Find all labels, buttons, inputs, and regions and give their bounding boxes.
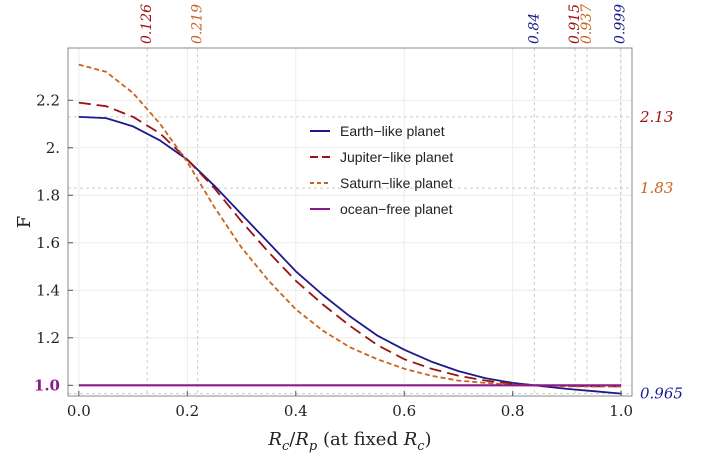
plot-frame (67, 47, 633, 397)
x-tick-label: 1.0 (609, 402, 633, 420)
y-axis-title: F (14, 216, 35, 229)
grid (68, 48, 632, 396)
right-marker-labels: 2.13 1.83 0.965 (639, 108, 683, 403)
top-marker-label: 0.126 (139, 4, 155, 44)
legend-label: Jupiter−like planet (340, 149, 453, 165)
y-tick-label: 1.6 (36, 234, 60, 252)
x-tick-label: 0.2 (175, 402, 199, 420)
right-marker-label: 0.965 (640, 385, 683, 403)
x-tick-label: 0.4 (284, 402, 308, 420)
top-marker-label: 0.219 (190, 4, 206, 44)
x-axis-title: Rc/Rp (at fixed Rc) (267, 429, 431, 454)
y-tick-label: 1.0 (34, 376, 60, 394)
top-marker-label: 0.84 (526, 13, 542, 44)
legend-label: Earth−like planet (340, 123, 445, 139)
right-marker-label: 2.13 (639, 108, 673, 126)
right-marker-label: 1.83 (640, 179, 673, 197)
axis-ticks: 0.0 0.2 0.4 0.6 0.8 1.0 1.0 1.2 1.4 1.6 1.8 2. 2.2 (34, 91, 633, 420)
x-tick-label: 0.6 (392, 402, 416, 420)
y-tick-label: 1.8 (36, 186, 60, 204)
top-marker-label: 0.999 (613, 4, 629, 44)
marker-lines (68, 48, 632, 396)
x-tick-label: 0.0 (67, 402, 91, 420)
y-tick-label: 2.2 (36, 91, 60, 109)
legend-label: Saturn−like planet (340, 175, 453, 191)
series-lines (78, 63, 622, 395)
x-tick-label: 0.8 (501, 402, 525, 420)
y-tick-label: 2. (46, 139, 60, 157)
y-tick-label: 1.4 (36, 281, 60, 299)
legend: Earth−like planet Jupiter−like planet Satu… (310, 123, 453, 217)
y-tick-label: 1.2 (36, 329, 60, 347)
top-marker-label: 0.937 (579, 4, 595, 44)
legend-label: ocean−free planet (340, 201, 453, 217)
top-marker-label: 0.915 (567, 4, 583, 44)
